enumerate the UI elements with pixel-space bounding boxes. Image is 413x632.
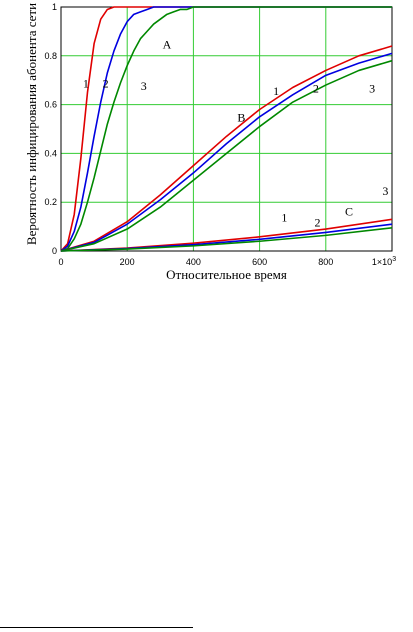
series-a-2	[60, 6, 392, 252]
y-tick-label: 0.8	[44, 51, 57, 61]
annotations: 1 2 3A1 2 3B1 2C3	[83, 37, 389, 229]
plot-frame	[60, 6, 393, 252]
series-a-3	[60, 6, 392, 252]
curve-label: A	[163, 37, 172, 51]
curve-label: 2	[313, 81, 319, 95]
x-tick-label-last: 1×103	[372, 256, 396, 267]
curve-label: C	[345, 205, 353, 219]
x-tick-label: 400	[186, 257, 201, 267]
series-b-3	[60, 59, 393, 252]
x-tick-label: 200	[120, 257, 135, 267]
curve-label: 1	[281, 211, 287, 225]
x-tick-label: 0	[58, 257, 63, 267]
x-tick-label: 600	[252, 257, 267, 267]
x-axis-label: Относительное время	[166, 267, 287, 282]
x-tick-label: 800	[318, 257, 333, 267]
series-a-1	[60, 6, 392, 252]
curve-label: 1	[273, 84, 279, 98]
curve-label: 2	[315, 216, 321, 230]
series-c-2	[60, 223, 393, 252]
curve-label: 3	[382, 184, 388, 198]
series-c-3	[60, 227, 393, 252]
grid	[61, 7, 392, 251]
curve-label: 3	[369, 81, 375, 95]
footnote-rule	[0, 627, 193, 628]
y-tick-label: 0.2	[44, 197, 57, 207]
series-b-1	[60, 45, 393, 252]
y-tick-label: 0.6	[44, 100, 57, 110]
curve-label: 1	[83, 77, 89, 91]
y-tick-label: 1	[52, 2, 57, 12]
curves	[60, 6, 393, 252]
curve-label: 2	[103, 77, 109, 91]
series-b-2	[60, 52, 393, 252]
curve-label: B	[237, 111, 245, 125]
ticks: 0 200 400 600 800 1×103 0 0.2 0.4 0.6 0.8 1	[44, 2, 396, 267]
series-c-1	[60, 218, 393, 252]
y-tick-label: 0.4	[44, 148, 57, 158]
curve-label: 3	[141, 79, 147, 93]
y-axis-label: Вероятность инфицирования абонента сети	[24, 3, 39, 245]
y-tick-label: 0	[52, 246, 57, 256]
